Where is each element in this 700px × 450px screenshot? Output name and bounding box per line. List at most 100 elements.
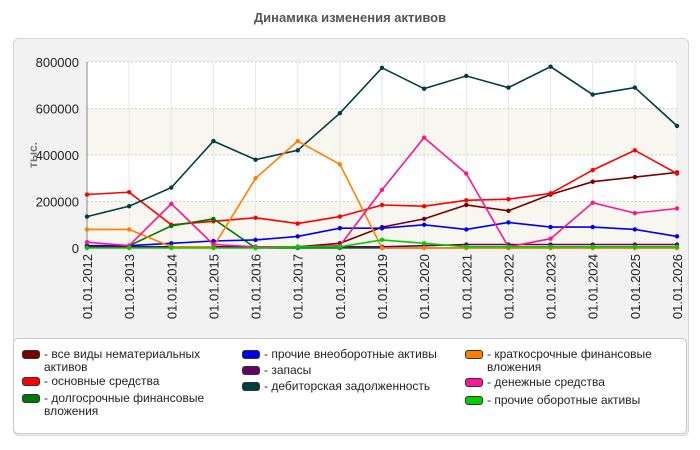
legend-swatch [22, 394, 40, 403]
data-point [674, 206, 680, 211]
data-point [506, 244, 511, 250]
legend-item-long-term-investments: - долгосрочные финансовые вложения [22, 392, 222, 418]
data-point [632, 85, 638, 90]
data-point [253, 176, 258, 181]
data-point [464, 227, 469, 232]
x-tick-label: 01.01.2018 [333, 254, 348, 319]
data-point [295, 244, 300, 250]
data-point [253, 157, 258, 162]
data-point [337, 214, 343, 219]
data-point [337, 244, 343, 250]
data-point [674, 244, 680, 250]
data-point [590, 92, 595, 97]
x-tick-label: 01.01.2026 [670, 254, 685, 319]
data-point [632, 148, 638, 153]
data-point [421, 86, 427, 91]
data-point [211, 216, 216, 222]
legend-item-cash: - денежные средства [465, 376, 680, 389]
data-point [126, 245, 132, 251]
data-point [211, 138, 216, 144]
legend-label: - основные средства [44, 374, 160, 388]
legend-swatch [465, 350, 483, 359]
data-point [126, 227, 132, 232]
data-point [379, 237, 385, 243]
data-point [253, 237, 258, 243]
data-point [421, 241, 427, 246]
data-point [590, 224, 595, 230]
legend-label: - краткосрочные финансовые вложения [487, 347, 652, 374]
y-tick-label: 800000 [36, 55, 79, 70]
data-point [421, 216, 427, 222]
y-tick-label: 600000 [36, 102, 79, 117]
x-tick-label: 01.01.2013 [122, 254, 137, 319]
legend-label: - все виды нематериальных активов [44, 347, 201, 374]
data-point [674, 171, 680, 176]
data-point [211, 245, 216, 251]
data-point [295, 221, 300, 226]
legend-item-other-noncurrent-assets: - прочие внеоборотные активы [242, 348, 452, 361]
x-tick-label: 01.01.2025 [628, 254, 643, 319]
data-point [169, 245, 174, 251]
data-point [295, 148, 300, 153]
data-point [506, 196, 511, 202]
data-point [421, 222, 427, 227]
data-point [253, 215, 258, 220]
legend-swatch [242, 382, 260, 391]
data-point [169, 185, 174, 190]
legend-label: - денежные средства [487, 375, 605, 389]
data-point [337, 110, 343, 116]
chart-plot: 0 200000 400000 600000 800000 тыс. 01.01.2012 0… [26, 55, 685, 319]
data-point [548, 224, 553, 230]
data-point [84, 227, 90, 232]
data-point [169, 201, 174, 207]
data-point [379, 226, 385, 231]
legend-label: - запасы [264, 363, 312, 377]
legend-label: - прочие внеоборотные активы [264, 347, 437, 361]
legend-item-inventories: - запасы [242, 364, 452, 377]
data-point [126, 203, 132, 209]
legend-label: - прочие оборотные активы [487, 393, 641, 407]
legend-item-short-term-investments: - краткосрочные финансовые вложения [465, 348, 680, 374]
data-point [674, 234, 680, 239]
data-point [379, 187, 385, 193]
data-point [211, 242, 216, 247]
data-point [84, 192, 90, 197]
data-point [337, 162, 343, 167]
data-point [421, 135, 427, 140]
x-tick-label: 01.01.2014 [164, 254, 179, 319]
y-axis-label: тыс. [26, 142, 40, 168]
data-point [84, 214, 90, 219]
data-point [126, 190, 132, 195]
legend-item-intangible-assets: - все виды нематериальных активов [22, 348, 222, 374]
y-tick-label: 400000 [36, 148, 79, 163]
data-point [379, 202, 385, 208]
data-point [421, 203, 427, 209]
data-point [379, 245, 385, 251]
x-tick-label: 01.01.2017 [291, 254, 306, 319]
legend-swatch [242, 350, 260, 359]
data-point [632, 210, 638, 216]
x-tick-label: 01.01.2020 [417, 254, 432, 319]
data-point [84, 245, 90, 251]
data-point [421, 245, 427, 251]
data-point [464, 198, 469, 203]
data-point [464, 73, 469, 79]
data-point [506, 208, 511, 213]
data-point [84, 239, 90, 245]
y-tick-label: 0 [72, 241, 79, 256]
x-tick-label: 01.01.2012 [80, 254, 95, 319]
data-point [169, 223, 174, 229]
legend-swatch [22, 350, 40, 359]
legend-label: - дебиторская задолженность [264, 379, 431, 393]
data-point [674, 123, 680, 129]
data-point [548, 191, 553, 196]
data-point [632, 244, 638, 250]
data-point [253, 245, 258, 251]
data-point [295, 234, 300, 239]
legend-swatch [22, 377, 40, 386]
x-tick-label: 01.01.2016 [249, 254, 264, 319]
legend-swatch [465, 378, 483, 387]
x-tick-label: 01.01.2015 [206, 254, 221, 319]
legend-item-fixed-assets: - основные средства [22, 375, 222, 388]
x-tick-label: 01.01.2019 [375, 254, 390, 319]
